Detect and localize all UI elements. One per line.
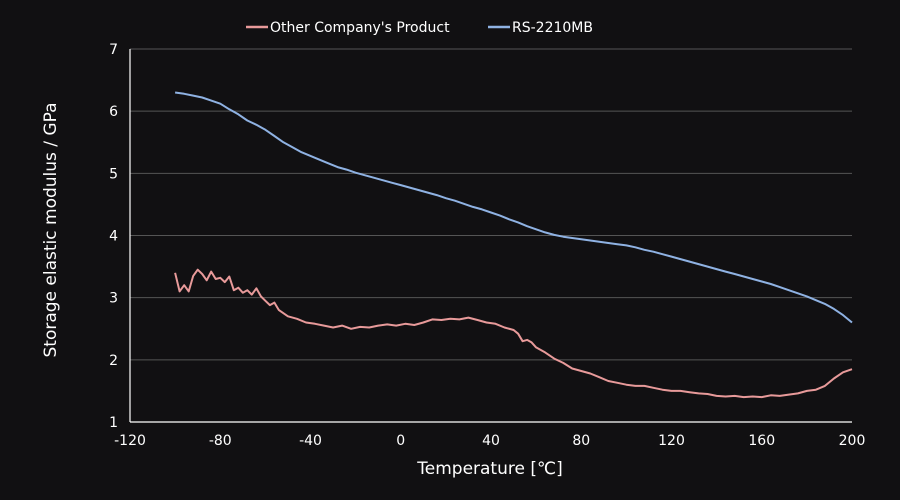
x-tick-label: 80 bbox=[572, 433, 590, 449]
x-tick-label: 40 bbox=[482, 433, 500, 449]
y-axis-label: Storage elastic modulus / GPa bbox=[41, 102, 61, 357]
y-tick-label: 6 bbox=[109, 104, 118, 120]
legend-label: RS-2210MB bbox=[512, 20, 593, 36]
x-tick-label: -80 bbox=[209, 433, 232, 449]
y-tick-label: 2 bbox=[109, 353, 118, 369]
x-tick-label: 200 bbox=[839, 433, 866, 449]
x-tick-label: 160 bbox=[748, 433, 775, 449]
legend: Other Company's Product RS-2210MB bbox=[246, 20, 593, 36]
x-tick-labels: -120 -80 -40 0 40 80 120 160 200 bbox=[114, 433, 865, 449]
y-tick-label: 7 bbox=[109, 42, 118, 58]
grid-lines bbox=[130, 48, 852, 361]
x-tick-label: 0 bbox=[396, 433, 405, 449]
axes bbox=[129, 49, 852, 423]
y-tick-labels: 1 2 3 4 5 6 7 bbox=[109, 42, 118, 431]
x-tick-label: -120 bbox=[114, 433, 146, 449]
series-line-2 bbox=[174, 91, 853, 324]
y-tick-label: 4 bbox=[109, 229, 118, 245]
x-axis-label: Temperature [℃] bbox=[416, 459, 562, 479]
y-tick-label: 3 bbox=[109, 291, 118, 307]
y-tick-label: 5 bbox=[109, 166, 118, 182]
legend-label: Other Company's Product bbox=[270, 20, 450, 36]
series-line-1 bbox=[174, 268, 853, 399]
x-tick-label: 120 bbox=[658, 433, 685, 449]
x-tick-label: -40 bbox=[299, 433, 322, 449]
y-tick-label: 1 bbox=[109, 415, 118, 431]
series-lines bbox=[174, 91, 853, 399]
